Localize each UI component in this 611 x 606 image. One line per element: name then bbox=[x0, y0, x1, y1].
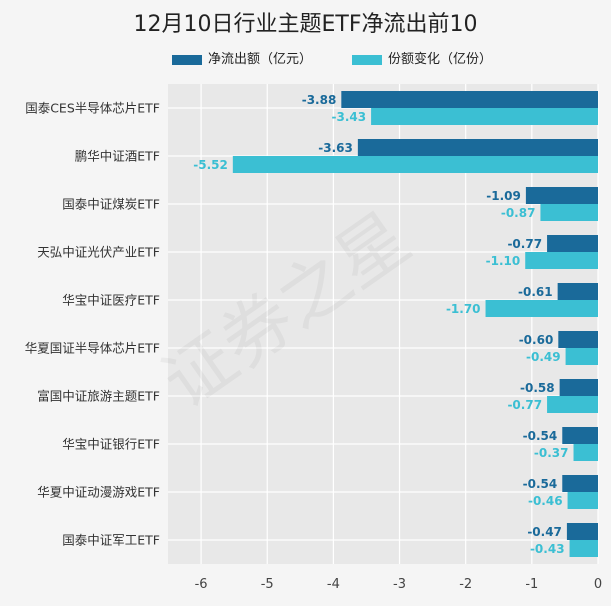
legend-item-net-outflow: 净流出额（亿元） bbox=[172, 48, 312, 67]
data-label-net-outflow: -0.54 bbox=[523, 477, 558, 491]
bar-net-outflow bbox=[341, 91, 598, 108]
category-label: 富国中证旅游主题ETF bbox=[37, 389, 160, 404]
data-label-net-outflow: -3.63 bbox=[318, 141, 353, 155]
legend-swatch-share-change bbox=[352, 54, 382, 65]
x-tick-label: -1 bbox=[525, 577, 538, 592]
x-tick-label: -2 bbox=[459, 577, 472, 592]
chart-title: 12月10日行业主题ETF净流出前10 bbox=[133, 12, 478, 37]
bar-share-change bbox=[565, 348, 598, 365]
x-tick-label: 0 bbox=[594, 577, 602, 592]
bar-net-outflow bbox=[566, 523, 598, 540]
data-label-share-change: -0.46 bbox=[528, 494, 563, 508]
bar-share-change bbox=[485, 300, 598, 317]
bar-share-change bbox=[540, 204, 598, 221]
bar-net-outflow bbox=[562, 427, 598, 444]
legend-swatch-net-outflow bbox=[172, 54, 202, 65]
bar-net-outflow bbox=[357, 139, 598, 156]
data-label-share-change: -3.43 bbox=[331, 110, 366, 124]
data-label-net-outflow: -0.54 bbox=[523, 429, 558, 443]
data-label-net-outflow: -3.88 bbox=[302, 93, 337, 107]
bar-net-outflow bbox=[562, 475, 598, 492]
data-label-net-outflow: -0.47 bbox=[527, 525, 562, 539]
legend-label-share-change: 份额变化（亿份） bbox=[388, 52, 493, 67]
bar-share-change bbox=[371, 108, 598, 125]
data-label-net-outflow: -0.60 bbox=[519, 333, 554, 347]
bar-net-outflow bbox=[557, 283, 598, 300]
data-label-share-change: -1.10 bbox=[486, 254, 521, 268]
bar-share-change bbox=[569, 540, 598, 557]
bar-share-change bbox=[573, 444, 598, 461]
category-label: 华夏中证动漫游戏ETF bbox=[37, 485, 160, 500]
bar-share-change bbox=[567, 492, 598, 509]
x-tick-label: -4 bbox=[327, 577, 340, 592]
legend-item-share-change: 份额变化（亿份） bbox=[352, 48, 492, 67]
bar-net-outflow bbox=[525, 187, 598, 204]
category-label: 华宝中证医疗ETF bbox=[62, 293, 160, 308]
data-label-share-change: -0.43 bbox=[530, 542, 565, 556]
data-label-net-outflow: -1.09 bbox=[486, 189, 521, 203]
data-label-share-change: -0.77 bbox=[507, 398, 542, 412]
data-label-net-outflow: -0.58 bbox=[520, 381, 555, 395]
category-label: 国泰中证军工ETF bbox=[62, 533, 160, 548]
bar-net-outflow bbox=[558, 331, 598, 348]
x-tick-label: -3 bbox=[393, 577, 406, 592]
data-label-net-outflow: -0.77 bbox=[507, 237, 542, 251]
category-label: 华宝中证银行ETF bbox=[62, 437, 160, 452]
data-label-share-change: -5.52 bbox=[193, 158, 228, 172]
x-tick-label: -6 bbox=[195, 577, 208, 592]
x-tick-label: -5 bbox=[261, 577, 274, 592]
bar-share-change bbox=[232, 156, 599, 173]
bar-net-outflow bbox=[547, 235, 598, 252]
bar-share-change bbox=[525, 252, 598, 269]
data-label-net-outflow: -0.61 bbox=[518, 285, 553, 299]
bar-net-outflow bbox=[559, 379, 598, 396]
data-label-share-change: -0.37 bbox=[534, 446, 569, 460]
legend-label-net-outflow: 净流出额（亿元） bbox=[208, 52, 313, 67]
category-label: 国泰CES半导体芯片ETF bbox=[25, 101, 160, 116]
bar-share-change bbox=[547, 396, 598, 413]
category-label: 鹏华中证酒ETF bbox=[75, 149, 160, 164]
category-label: 华夏国证半导体芯片ETF bbox=[25, 341, 160, 356]
data-label-share-change: -0.49 bbox=[526, 350, 561, 364]
data-label-share-change: -0.87 bbox=[501, 206, 536, 220]
category-label: 国泰中证煤炭ETF bbox=[62, 197, 160, 212]
category-label: 天弘中证光伏产业ETF bbox=[37, 245, 160, 260]
data-label-share-change: -1.70 bbox=[446, 302, 481, 316]
